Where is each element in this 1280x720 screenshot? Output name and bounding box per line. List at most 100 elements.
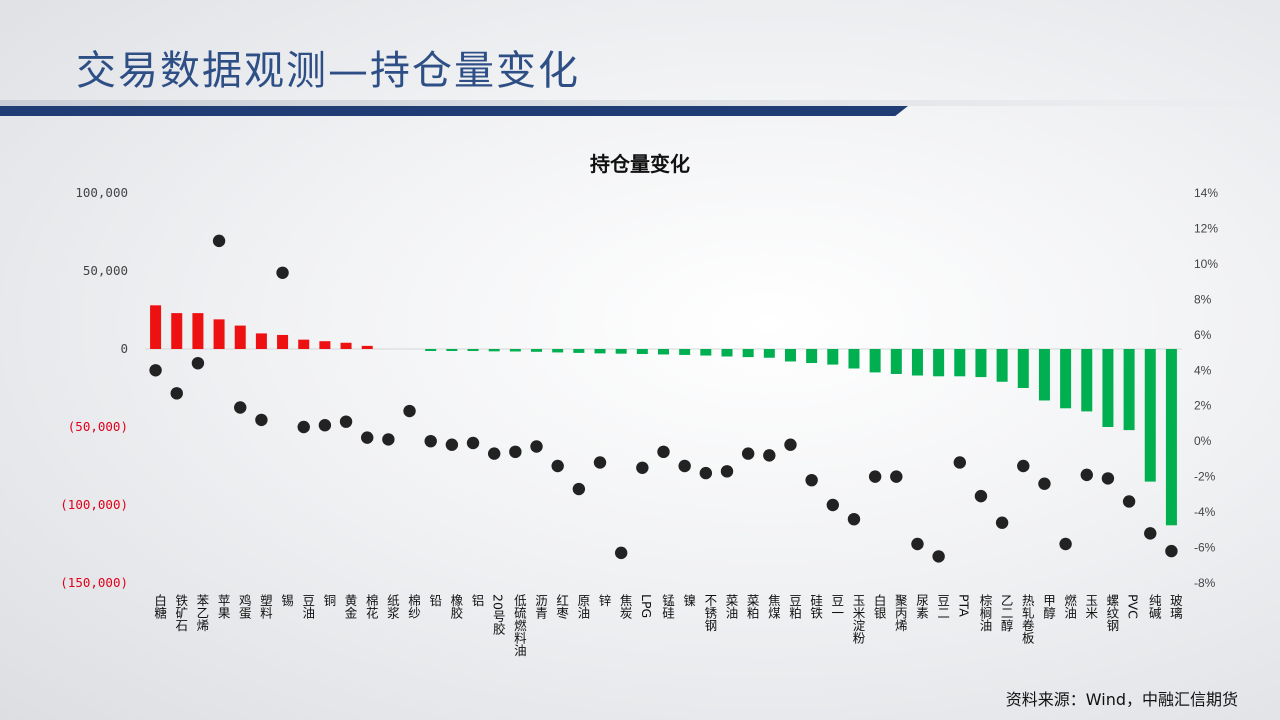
dot-point <box>593 456 607 469</box>
dot-point <box>741 447 755 460</box>
bar <box>340 342 352 349</box>
dot-point <box>953 456 966 469</box>
dot-point <box>276 266 289 279</box>
category-label: 尿素 <box>914 594 929 619</box>
category-label: 不锈钢 <box>702 594 717 632</box>
category-label: PTA <box>956 594 971 617</box>
category-label: 20号胶 <box>491 594 506 635</box>
right-tick-label: -8% <box>1194 576 1216 590</box>
dot-point <box>826 498 840 512</box>
left-tick-label: (100,000) <box>60 497 128 512</box>
category-label: 豆粕 <box>787 594 802 619</box>
category-label: 焦煤 <box>766 594 781 619</box>
category-label: 铁矿石 <box>173 594 188 632</box>
bar <box>954 349 966 377</box>
bar <box>827 349 839 365</box>
category-label: 鸡蛋 <box>237 593 252 620</box>
bar <box>911 349 923 376</box>
dot-point <box>1122 495 1136 508</box>
right-tick-label: 0% <box>1194 434 1212 448</box>
category-label: 棉花 <box>364 594 379 620</box>
bar <box>784 349 796 362</box>
dot-point <box>1059 537 1072 551</box>
category-label: 豆二 <box>935 594 950 619</box>
dot-point <box>1038 477 1051 490</box>
bar <box>933 349 945 377</box>
right-tick-label: 6% <box>1194 328 1212 342</box>
dot-point <box>699 466 713 480</box>
bar <box>615 349 627 354</box>
dot-point <box>403 404 416 418</box>
bar <box>679 349 691 355</box>
left-tick-label: 0 <box>120 341 128 356</box>
bar <box>150 305 162 349</box>
right-tick-label: 2% <box>1194 399 1212 413</box>
category-label: 低硫燃料油 <box>512 594 527 657</box>
category-label: 玻璃 <box>1168 594 1183 620</box>
bar <box>700 349 712 356</box>
dot-point <box>868 470 882 483</box>
dot-point <box>466 436 480 450</box>
bar <box>806 349 818 364</box>
category-label: 铝 <box>470 593 485 607</box>
category-label: 镍 <box>681 594 696 607</box>
page-title: 交易数据观测—持仓量变化 <box>76 48 580 94</box>
dot-point <box>784 438 797 451</box>
category-label: 豆油 <box>300 594 315 619</box>
category-label: PVC <box>1126 594 1141 619</box>
dot-point <box>1101 472 1115 485</box>
category-label: 热轧卷板 <box>1020 594 1035 645</box>
dot-point <box>1165 544 1178 558</box>
header-rule <box>0 106 908 116</box>
category-label: 沥青 <box>533 594 548 620</box>
dot-point <box>805 473 818 487</box>
category-label: 橡胶 <box>448 594 463 620</box>
category-label: 硅铁 <box>808 594 823 619</box>
category-label: 苹果 <box>216 594 231 619</box>
bar <box>869 349 881 373</box>
category-label: 铅 <box>427 594 442 607</box>
category-label: 玉米淀粉 <box>850 594 865 644</box>
bar <box>975 349 987 378</box>
right-axis-ticks: 14% 12% 10% 8% 6% 4% 2% 0% -2% -4% -6% -8% <box>1194 186 1218 590</box>
bar <box>636 349 648 354</box>
category-label: 白糖 <box>152 593 167 620</box>
dot-point <box>234 401 247 414</box>
left-axis-ticks: 100,000 50,000 0 (50,000) (100,000) (150,000) <box>60 185 128 590</box>
dot-point <box>678 459 691 473</box>
chart-bars <box>150 305 1177 526</box>
category-label: 棉纱 <box>406 594 421 619</box>
bar <box>298 339 310 349</box>
dot-point <box>1080 468 1093 482</box>
category-label: 纯碱 <box>1147 594 1162 620</box>
bar <box>446 349 458 351</box>
bar <box>573 349 585 353</box>
dot-point <box>318 419 332 432</box>
bar <box>255 333 267 349</box>
category-label: 燃油 <box>1062 593 1077 619</box>
right-tick-label: 10% <box>1194 257 1218 271</box>
bar <box>1081 349 1093 412</box>
category-label: 乙二醇 <box>999 594 1014 632</box>
category-label: 纸浆 <box>385 594 400 619</box>
dot-point <box>995 516 1009 529</box>
category-label: 白银 <box>872 593 887 619</box>
category-label: 苯乙烯 <box>194 594 209 632</box>
bar <box>1102 349 1114 427</box>
bar <box>1165 349 1177 526</box>
dot-point <box>445 438 459 451</box>
dot-point <box>636 461 649 474</box>
bar <box>1038 349 1050 401</box>
category-label: 铜 <box>321 593 336 607</box>
dot-point <box>847 512 861 526</box>
right-tick-label: -2% <box>1194 470 1216 484</box>
bar <box>213 319 225 349</box>
bar <box>1123 349 1135 431</box>
right-tick-label: -4% <box>1194 505 1216 519</box>
header-shadow <box>0 100 1280 106</box>
dot-point <box>361 431 374 444</box>
category-label: 聚丙烯 <box>893 594 908 632</box>
bar <box>1144 349 1156 482</box>
bar <box>467 349 479 352</box>
category-label: 棕榈油 <box>977 593 992 632</box>
